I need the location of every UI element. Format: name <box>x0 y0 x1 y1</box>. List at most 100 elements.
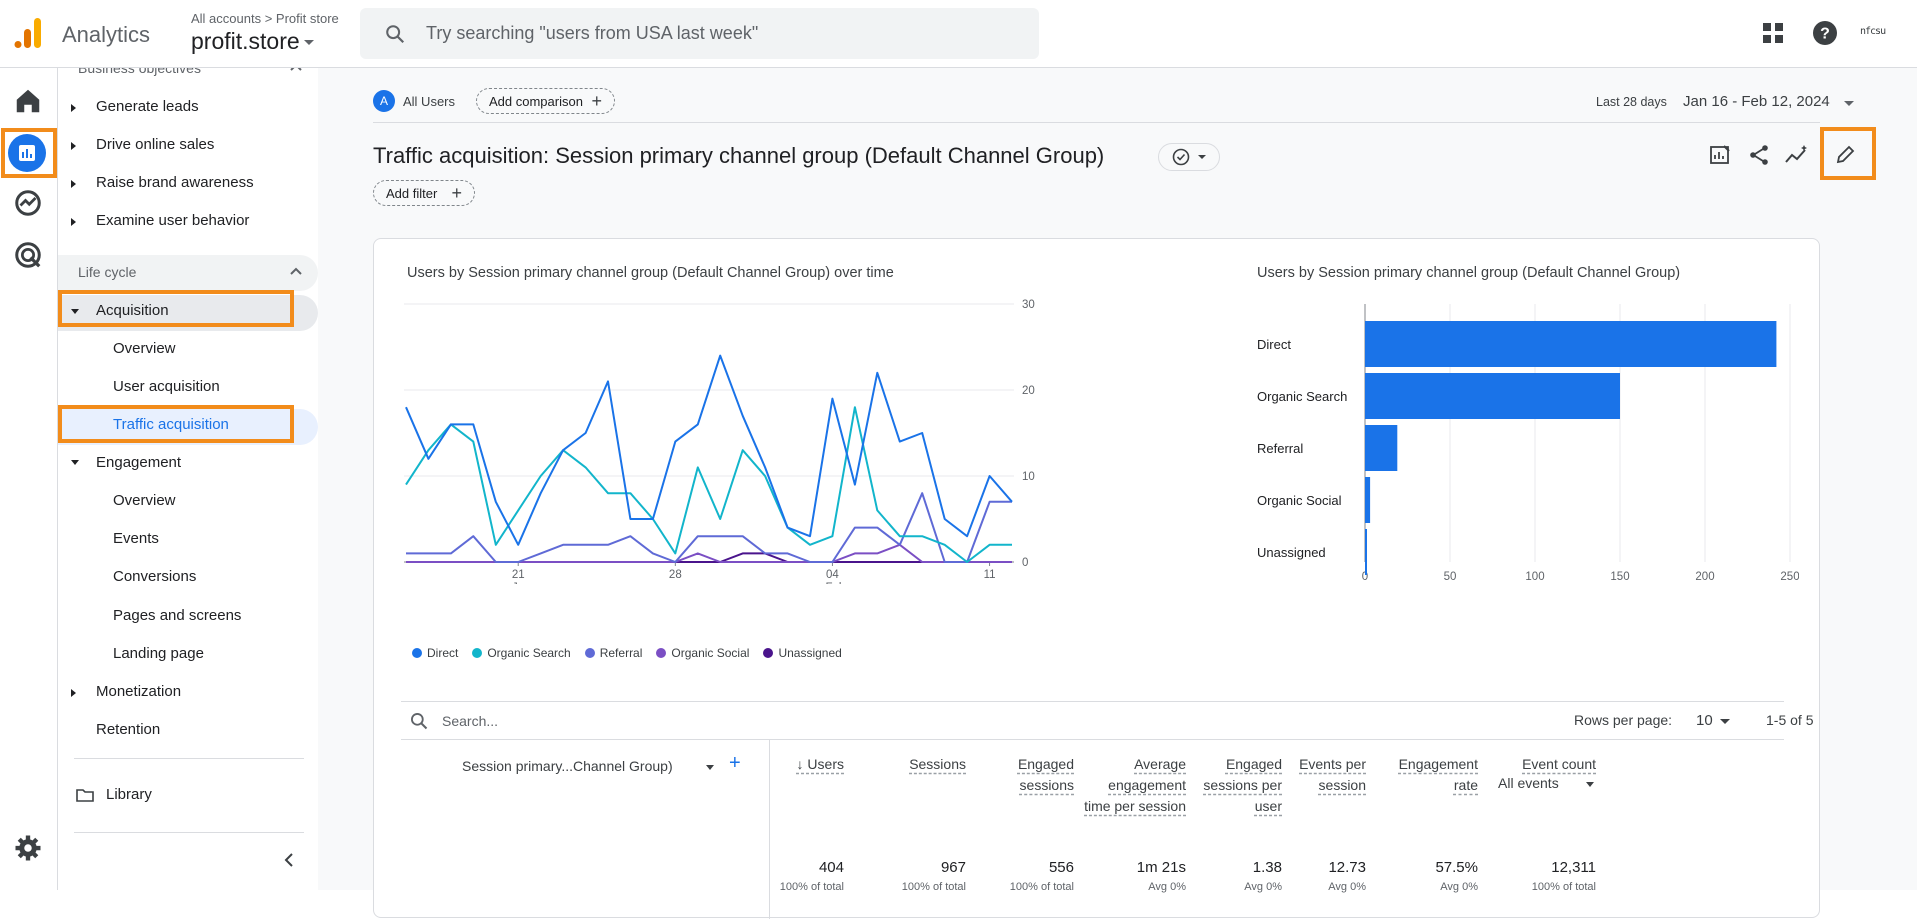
column-header-engaged-sessions-per-user[interactable]: Engaged sessions per user <box>1203 756 1282 814</box>
section-life-cycle-header[interactable] <box>58 255 318 291</box>
nav-item-acquisition-overview[interactable]: Overview <box>113 340 176 357</box>
nav-item-raise-brand-awareness[interactable]: Raise brand awareness <box>96 174 254 191</box>
chevron-up-icon[interactable] <box>289 266 303 276</box>
expand-icon[interactable] <box>71 104 76 112</box>
expand-icon[interactable] <box>71 180 76 188</box>
line-chart[interactable]: 0 10 20 30 21Jan 28 04Feb 11 <box>404 294 1074 584</box>
app-title: Analytics <box>62 22 151 47</box>
legend-item-unassigned[interactable]: Unassigned <box>763 646 842 660</box>
legend-item-referral[interactable]: Referral <box>584 646 642 660</box>
series-line-organic-search <box>405 406 1012 563</box>
table-divider <box>401 739 1784 740</box>
total-sessions-sub: 100% of total <box>901 881 966 893</box>
legend-item-direct[interactable]: Direct <box>412 646 458 660</box>
nav-item-landing-page[interactable]: Landing page <box>113 645 204 662</box>
check-circle-icon <box>1172 148 1190 166</box>
help-icon[interactable]: ? <box>1812 20 1838 46</box>
total-avg-engagement-time-sub: Avg 0% <box>1148 881 1186 893</box>
nav-item-library[interactable]: Library <box>106 786 152 803</box>
search-bar[interactable]: Try searching "users from USA last week" <box>360 8 1039 59</box>
total-engagement-rate: 57.5% <box>1435 859 1478 876</box>
add-filter-button[interactable]: Add filter + <box>373 180 475 206</box>
event-count-filter[interactable]: All events <box>1498 775 1559 791</box>
bar-chart[interactable]: 0 50 100 150 200 250 Direct Organic Search Refer… <box>1254 294 1799 634</box>
nav-divider <box>74 758 304 759</box>
apps-grid-icon[interactable] <box>1762 22 1784 44</box>
column-header-engaged-sessions[interactable]: Engaged sessions <box>1017 756 1074 793</box>
breadcrumb[interactable]: All accounts > Profit store <box>191 11 339 26</box>
bar-unassigned <box>1365 529 1367 575</box>
edit-pencil-icon[interactable] <box>1834 144 1856 166</box>
rows-per-page-select[interactable]: 10 <box>1696 712 1713 729</box>
nav-item-pages-and-screens[interactable]: Pages and screens <box>113 607 242 624</box>
legend-item-organic-search[interactable]: Organic Search <box>472 646 571 660</box>
add-dimension-plus-icon[interactable]: + <box>729 752 741 774</box>
reports-icon[interactable] <box>8 134 46 172</box>
total-events-per-session-sub: Avg 0% <box>1328 881 1366 893</box>
y-tick-label: 10 <box>1022 471 1035 483</box>
nav-item-acquisition[interactable]: Acquisition <box>96 302 169 319</box>
nav-item-engagement[interactable]: Engagement <box>96 454 182 471</box>
nav-item-events[interactable]: Events <box>113 530 159 547</box>
nav-item-generate-leads[interactable]: Generate leads <box>96 98 199 115</box>
legend-item-organic-social[interactable]: Organic Social <box>656 646 749 660</box>
chevron-up-icon[interactable] <box>289 68 303 72</box>
title-status-dropdown[interactable] <box>1158 143 1220 171</box>
add-comparison-button[interactable]: Add comparison + <box>476 88 615 114</box>
nav-item-conversions[interactable]: Conversions <box>113 568 197 585</box>
chevron-down-icon[interactable] <box>1586 782 1594 787</box>
column-header-sessions[interactable]: Sessions <box>909 756 966 772</box>
nav-item-monetization[interactable]: Monetization <box>96 683 182 700</box>
section-business-objectives[interactable]: Business objectives <box>78 68 201 76</box>
customize-report-icon[interactable] <box>1708 143 1732 167</box>
header-divider <box>373 122 1820 123</box>
account-avatar[interactable]: nfcsu <box>1860 26 1886 37</box>
column-header-event-count[interactable]: Event count <box>1522 756 1596 772</box>
column-header-avg-engagement-time[interactable]: Average engagement time per session <box>1084 756 1186 814</box>
nav-item-traffic-acquisition[interactable]: Traffic acquisition <box>113 416 229 433</box>
search-icon <box>386 25 405 44</box>
nav-item-drive-online-sales[interactable]: Drive online sales <box>96 136 215 153</box>
admin-gear-icon[interactable] <box>13 833 43 863</box>
x-tick-label: 50 <box>1444 571 1457 583</box>
expand-icon[interactable] <box>71 142 76 150</box>
segment-chip-all-users[interactable]: A All Users <box>373 88 465 114</box>
x-tick-sublabel: Jan <box>512 582 531 584</box>
plus-icon: + <box>451 182 462 203</box>
table-search-input[interactable]: Search... <box>442 713 499 729</box>
explore-icon[interactable] <box>13 188 43 218</box>
property-selector[interactable]: profit.store <box>191 28 314 55</box>
segment-badge: A <box>373 90 395 112</box>
nav-item-engagement-overview[interactable]: Overview <box>113 492 176 509</box>
series-line-referral <box>406 492 1012 563</box>
expand-icon[interactable] <box>71 689 76 697</box>
expand-icon[interactable] <box>71 218 76 226</box>
collapse-nav-chevron-icon[interactable] <box>282 852 296 868</box>
collapse-icon[interactable] <box>71 309 79 314</box>
column-header-users[interactable]: ↓ Users <box>796 756 844 772</box>
nav-item-examine-user-behavior[interactable]: Examine user behavior <box>96 212 250 229</box>
dimension-header[interactable]: Session primary...Channel Group) <box>462 758 673 774</box>
bar-organic-search <box>1365 373 1620 419</box>
total-engaged-sessions: 556 <box>1048 859 1074 876</box>
share-icon[interactable] <box>1747 143 1771 167</box>
x-tick-label: 04 <box>826 569 839 581</box>
legend-dot <box>656 648 667 658</box>
collapse-icon[interactable] <box>71 460 79 465</box>
total-users-sub: 100% of total <box>779 881 844 893</box>
date-range-selector[interactable]: Jan 16 - Feb 12, 2024 <box>1683 93 1830 110</box>
date-range-chevron-icon[interactable] <box>1844 101 1854 106</box>
nav-item-user-acquisition[interactable]: User acquisition <box>113 378 220 395</box>
chevron-down-icon[interactable] <box>1720 719 1730 724</box>
total-engaged-sessions-sub: 100% of total <box>1009 881 1074 893</box>
column-header-events-per-session[interactable]: Events per session <box>1299 756 1366 793</box>
series-line-organic-social <box>406 543 1012 563</box>
column-header-engagement-rate[interactable]: Engagement rate <box>1398 756 1478 793</box>
highlight-reports <box>1 128 57 178</box>
nav-item-retention[interactable]: Retention <box>96 721 161 738</box>
highlight-acquisition <box>58 290 294 327</box>
home-icon[interactable] <box>13 86 43 116</box>
chevron-down-icon[interactable] <box>706 765 714 770</box>
advertising-icon[interactable] <box>13 240 43 270</box>
insights-icon[interactable] <box>1784 143 1810 167</box>
